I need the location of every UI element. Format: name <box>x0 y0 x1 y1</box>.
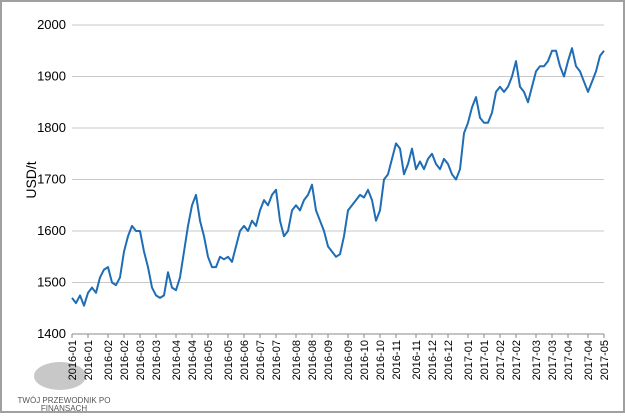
watermark-logo <box>34 362 86 390</box>
x-tick-label: 2016-11 <box>411 340 423 380</box>
x-tick-label: 2017-04 <box>563 340 575 380</box>
x-tick-label: 2016-01 <box>83 340 95 380</box>
y-tick-label: 2000 <box>37 17 66 32</box>
x-tick-label: 2016-07 <box>255 340 267 380</box>
y-tick-label: 1400 <box>37 326 66 341</box>
x-tick-label: 2017-05 <box>599 340 611 380</box>
x-tick-label: 2017-01 <box>463 340 475 380</box>
x-tick-label: 2017-02 <box>495 340 507 380</box>
x-tick-label: 2016-03 <box>151 340 163 380</box>
x-tick-label: 2016-11 <box>391 340 403 380</box>
y-tick-label: 1600 <box>37 223 66 238</box>
x-tick-label: 2016-12 <box>443 340 455 380</box>
x-tick-label: 2016-03 <box>135 340 147 380</box>
y-tick-label: 1800 <box>37 120 66 135</box>
x-tick-label: 2016-10 <box>359 340 371 380</box>
x-tick-label: 2016-08 <box>307 340 319 380</box>
x-tick-label: 2017-01 <box>479 340 491 380</box>
x-tick-label: 2016-08 <box>291 340 303 380</box>
x-tick-label: 2016-04 <box>171 340 183 380</box>
x-tick-label: 2016-12 <box>427 340 439 380</box>
x-tick-label: 2016-06 <box>239 340 251 380</box>
x-tick-label: 2016-02 <box>119 340 131 380</box>
y-tick-label: 1700 <box>37 172 66 187</box>
watermark: TWÓJ PRZEWODNIK PO FINANSACH <box>18 362 111 413</box>
x-tick-label: 2016-02 <box>103 340 115 380</box>
x-tick-label: 2017-03 <box>531 340 543 380</box>
x-tick-label: 2017-02 <box>511 340 523 380</box>
y-tick-label: 1900 <box>37 69 66 84</box>
x-tick-label: 2016-05 <box>203 340 215 380</box>
x-tick-label: 2016-09 <box>323 340 335 380</box>
y-axis-label: USD/t <box>23 161 39 198</box>
x-tick-label: 2016-09 <box>343 340 355 380</box>
y-tick-label: 1500 <box>37 275 66 290</box>
x-tick-label: 2016-05 <box>223 340 235 380</box>
x-tick-label: 2017-03 <box>547 340 559 380</box>
x-tick-label: 2016-04 <box>187 340 199 380</box>
x-tick-label: 2016-07 <box>271 340 283 380</box>
x-tick-label: 2016-10 <box>375 340 387 380</box>
line-series <box>71 47 605 307</box>
watermark-text: TWÓJ PRZEWODNIK PO <box>18 396 111 405</box>
x-tick-label: 2016-01 <box>67 340 79 380</box>
watermark-text: FINANSACH <box>41 404 87 413</box>
x-tick-label: 2017-04 <box>583 340 595 380</box>
